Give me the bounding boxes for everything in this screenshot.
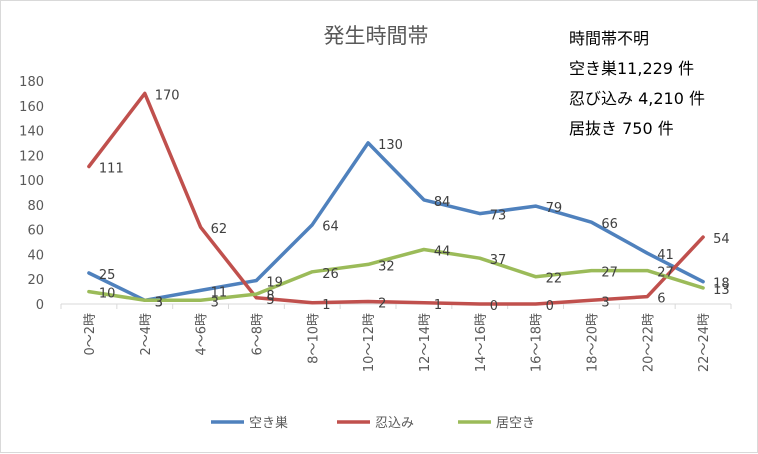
legend-label: 空き巣 [249,416,288,431]
legend-label: 忍込み [375,416,414,431]
y-tick-label: 180 [19,75,44,90]
data-label: 3 [155,295,163,310]
legend: 空き巣 忍込み 居空き [211,416,535,431]
x-tick-label: 14～16時 [474,313,489,372]
x-tick-label: 16～18時 [530,313,545,372]
data-label: 64 [322,220,339,235]
x-tick-label: 2～4時 [139,313,154,356]
data-label: 66 [601,217,618,232]
data-label: 13 [713,283,730,298]
data-label: 8 [266,289,274,304]
x-tick-label: 18～20時 [585,313,600,372]
data-label: 1 [322,298,330,313]
data-label: 18 [713,277,730,292]
data-label: 0 [546,299,554,314]
legend-label: 居空き [496,416,535,431]
y-tick-label: 0 [36,298,44,313]
data-label: 44 [434,244,451,259]
data-label: 84 [434,195,451,210]
y-tick-label: 140 [19,125,44,140]
data-label: 32 [378,259,395,274]
data-label: 170 [155,88,180,103]
data-label: 1 [434,298,442,313]
y-tick-label: 120 [19,149,44,164]
data-label: 25 [99,268,116,283]
data-label: 26 [322,267,339,282]
annotation-line: 忍び込み 4,210 件 [569,89,705,108]
data-label: 3 [211,295,219,310]
data-label: 3 [155,295,163,310]
data-label: 22 [546,272,563,287]
data-label: 73 [490,209,507,224]
data-label: 0 [490,299,498,314]
x-tick-label: 0～2時 [83,313,98,356]
x-tick-label: 12～14時 [418,313,433,372]
x-tick-label: 8～10時 [306,313,321,364]
series-line [87,91,705,306]
y-tick-label: 40 [27,248,44,263]
data-label: 11 [211,285,228,300]
x-axis: 0～2時 2～4時 4～6時 6～8時 8～10時 10～12時 12～14時 14～16時 1… [60,303,732,372]
data-label: 19 [266,275,283,290]
data-label: 6 [657,292,665,307]
data-label: 27 [657,266,674,281]
data-label: 41 [657,248,674,263]
x-tick-label: 20～22時 [641,313,656,372]
y-tick-label: 100 [19,174,44,189]
data-label: 2 [378,297,386,312]
y-axis: 0 20 40 60 80 100 120 140 160 180 [19,75,44,313]
data-label: 54 [713,232,730,247]
y-tick-label: 60 [27,224,44,239]
data-label: 3 [601,295,609,310]
data-label: 27 [601,266,618,281]
x-tick-label: 4～6時 [195,313,210,356]
x-tick-label: 10～12時 [362,313,377,372]
y-tick-label: 160 [19,100,44,115]
annotation-box: 時間帯不明 空き巣11,229 件 忍び込み 4,210 件 居抜き 750 件 [569,29,705,138]
data-label: 79 [546,201,563,216]
y-tick-label: 20 [27,273,44,288]
x-tick-label: 22～24時 [697,313,712,372]
chart-title: 発生時間帯 [324,24,429,48]
annotation-line: 空き巣11,229 件 [569,59,694,78]
annotation-line: 居抜き 750 件 [569,119,674,138]
data-label: 10 [99,287,116,302]
data-label: 130 [378,138,403,153]
data-label: 111 [99,161,124,176]
series-lines [87,91,705,306]
data-label: 62 [211,222,228,237]
x-tick-label: 6～8時 [250,313,265,356]
data-label: 37 [490,253,507,268]
annotation-line: 時間帯不明 [569,29,649,48]
y-tick-label: 80 [27,199,44,214]
series-line [87,141,705,303]
series-line [87,247,705,303]
data-label: 5 [266,293,274,308]
